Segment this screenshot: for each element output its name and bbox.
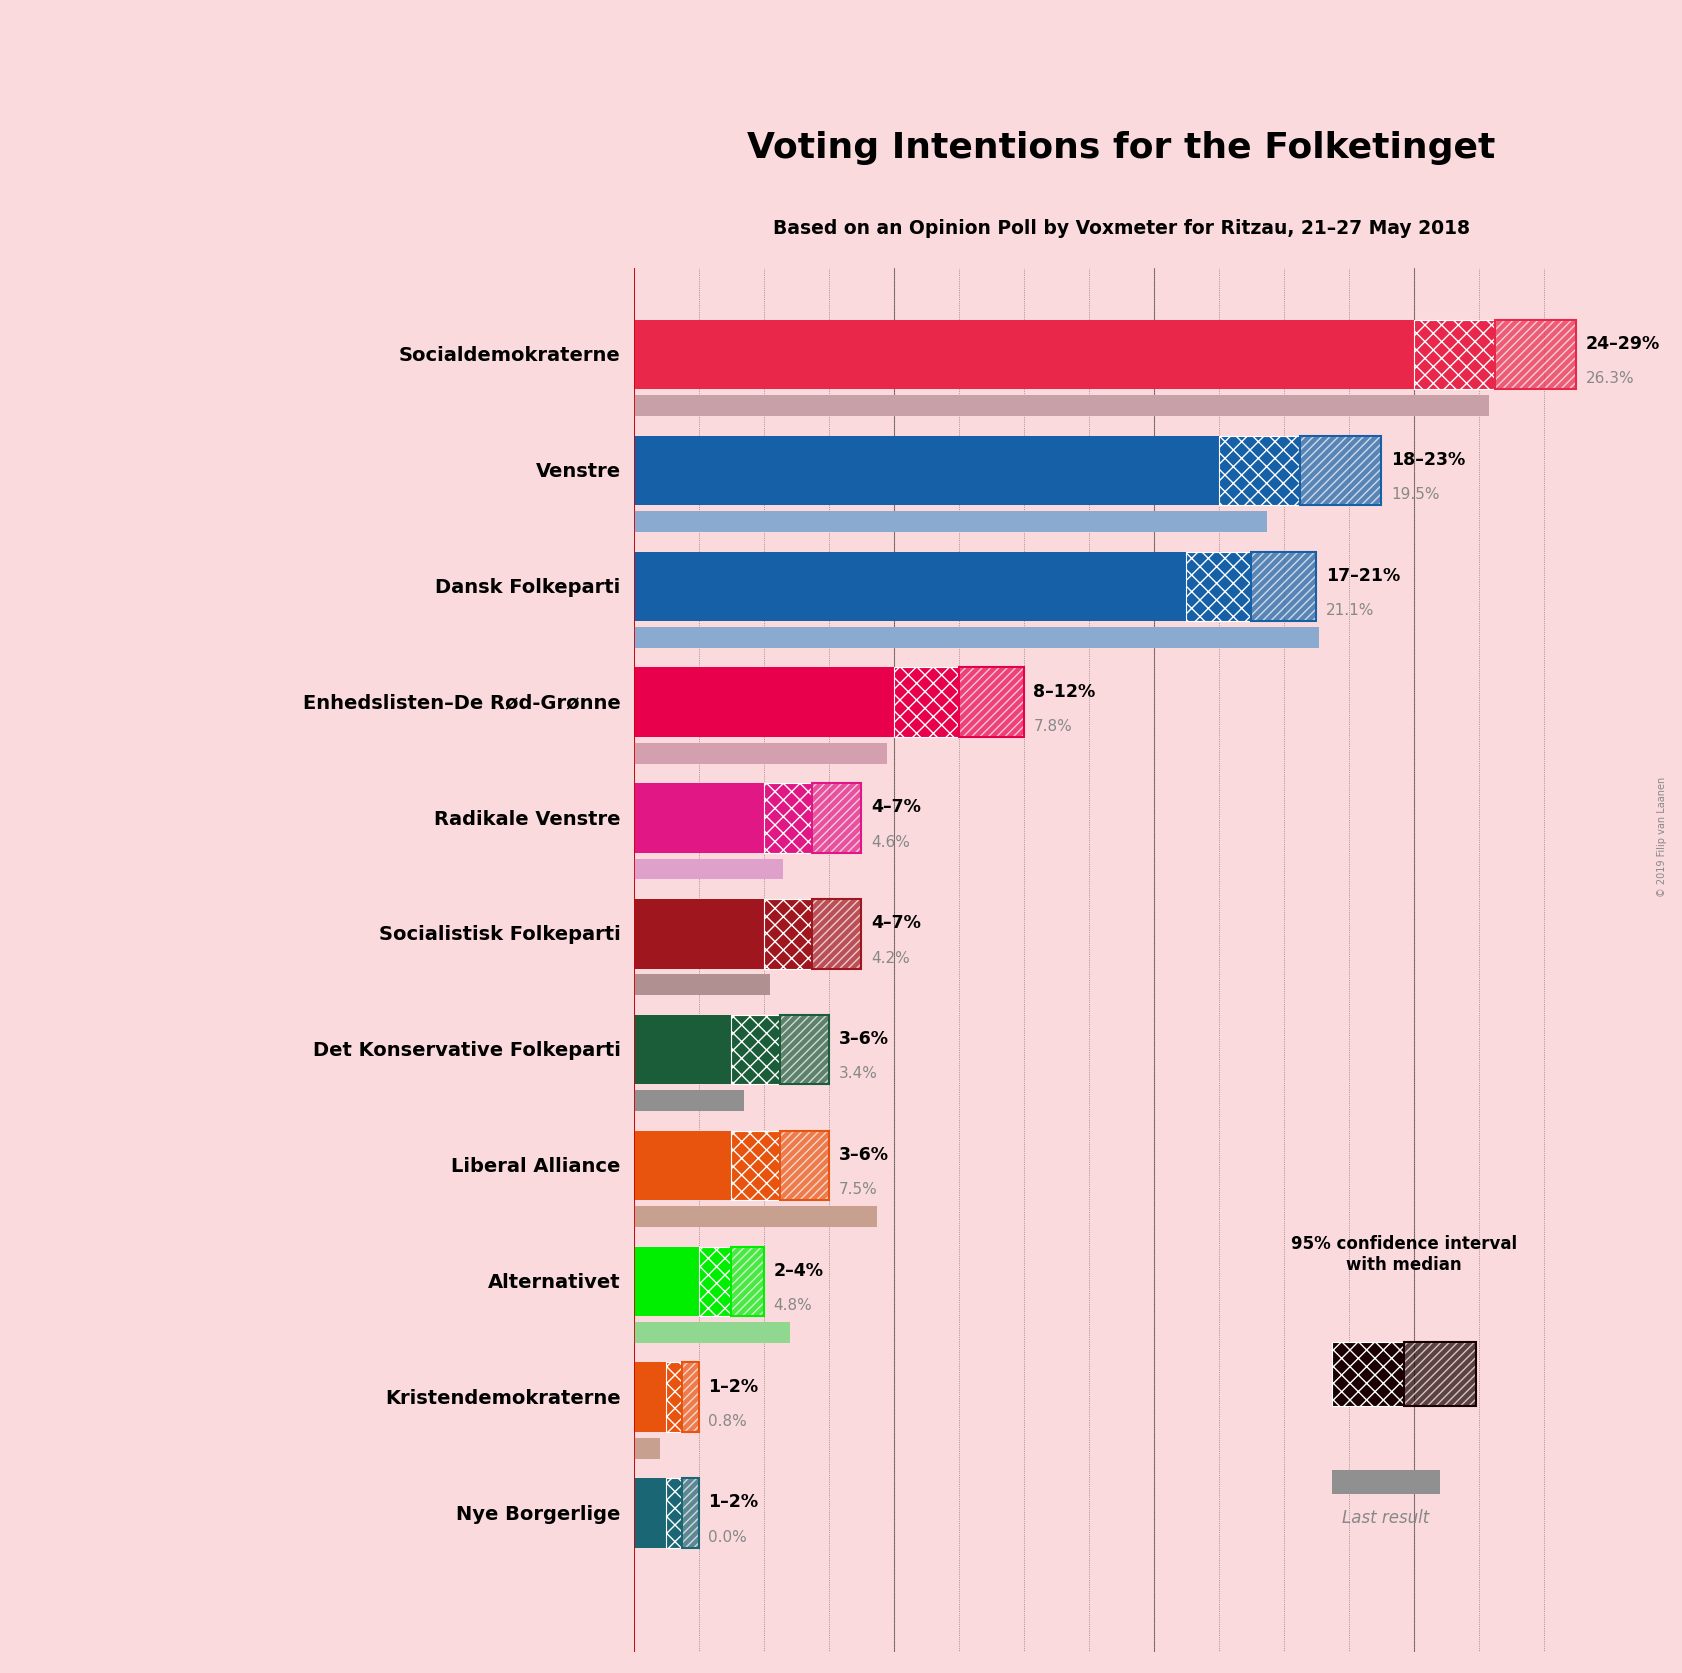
Bar: [634, 552, 1186, 622]
Text: 0.0%: 0.0%: [708, 1529, 747, 1544]
Text: Based on an Opinion Poll by Voxmeter for Ritzau, 21–27 May 2018: Based on an Opinion Poll by Voxmeter for…: [772, 219, 1470, 238]
Text: 4.8%: 4.8%: [774, 1297, 812, 1312]
Text: Enhedslisten–De Rød-Grønne: Enhedslisten–De Rød-Grønne: [303, 693, 621, 713]
Text: 19.5%: 19.5%: [1391, 487, 1440, 502]
Bar: [666, 1479, 683, 1548]
Text: 17–21%: 17–21%: [1325, 567, 1399, 584]
Bar: [780, 1131, 829, 1201]
Bar: [1415, 321, 1495, 390]
Text: Socialistisk Folkeparti: Socialistisk Folkeparti: [378, 925, 621, 944]
Text: 4.6%: 4.6%: [871, 835, 910, 850]
Bar: [634, 1091, 743, 1111]
Bar: [1186, 552, 1251, 622]
Bar: [780, 1131, 829, 1201]
Text: Dansk Folkeparti: Dansk Folkeparti: [436, 577, 621, 597]
Bar: [634, 858, 784, 880]
Text: Nye Borgerlige: Nye Borgerlige: [456, 1504, 621, 1522]
Bar: [634, 668, 893, 738]
Bar: [812, 900, 861, 969]
Bar: [1251, 552, 1317, 622]
Text: 0.8%: 0.8%: [708, 1414, 747, 1429]
Text: 4–7%: 4–7%: [871, 913, 920, 932]
Text: 1–2%: 1–2%: [708, 1377, 759, 1395]
Text: © 2019 Filip van Laanen: © 2019 Filip van Laanen: [1657, 776, 1667, 897]
Bar: [732, 1246, 764, 1317]
Bar: [1332, 1471, 1440, 1494]
Text: 7.5%: 7.5%: [838, 1181, 878, 1196]
Bar: [634, 627, 1319, 649]
Bar: [634, 1322, 789, 1343]
Text: Socialdemokraterne: Socialdemokraterne: [399, 346, 621, 365]
Bar: [1404, 1342, 1475, 1405]
Bar: [634, 1479, 666, 1548]
Text: Liberal Alliance: Liberal Alliance: [451, 1156, 621, 1176]
Bar: [634, 1206, 878, 1228]
Bar: [812, 900, 861, 969]
Text: Venstre: Venstre: [535, 462, 621, 480]
Bar: [959, 668, 1024, 738]
Bar: [1404, 1342, 1475, 1405]
Bar: [1251, 552, 1317, 622]
Bar: [732, 1016, 780, 1084]
Bar: [1332, 1342, 1404, 1405]
Bar: [683, 1479, 698, 1548]
Text: Radikale Venstre: Radikale Venstre: [434, 810, 621, 828]
Bar: [634, 900, 764, 969]
Bar: [764, 900, 812, 969]
Bar: [780, 1016, 829, 1084]
Text: 24–29%: 24–29%: [1586, 335, 1660, 353]
Bar: [634, 743, 886, 765]
Bar: [1495, 321, 1576, 390]
Bar: [1300, 437, 1381, 505]
Bar: [634, 1363, 666, 1432]
Bar: [634, 321, 1415, 390]
Text: Det Konservative Folkeparti: Det Konservative Folkeparti: [313, 1041, 621, 1059]
Text: 4.2%: 4.2%: [871, 950, 910, 965]
Text: 3.4%: 3.4%: [838, 1066, 878, 1081]
Text: 3–6%: 3–6%: [838, 1029, 888, 1047]
Bar: [634, 1131, 732, 1201]
Bar: [683, 1363, 698, 1432]
Text: 18–23%: 18–23%: [1391, 450, 1465, 468]
Bar: [634, 975, 770, 995]
Bar: [698, 1246, 732, 1317]
Text: Alternativet: Alternativet: [488, 1271, 621, 1292]
Bar: [764, 783, 812, 853]
Bar: [812, 783, 861, 853]
Bar: [812, 783, 861, 853]
Text: 2–4%: 2–4%: [774, 1261, 824, 1280]
Bar: [634, 783, 764, 853]
Bar: [634, 437, 1219, 505]
Bar: [959, 668, 1024, 738]
Bar: [893, 668, 959, 738]
Bar: [683, 1479, 698, 1548]
Text: 8–12%: 8–12%: [1033, 683, 1095, 701]
Bar: [683, 1363, 698, 1432]
Bar: [732, 1131, 780, 1201]
Bar: [634, 512, 1268, 532]
Bar: [634, 1246, 698, 1317]
Bar: [634, 1016, 732, 1084]
Text: 1–2%: 1–2%: [708, 1492, 759, 1511]
Text: 95% confidence interval
with median: 95% confidence interval with median: [1290, 1235, 1517, 1273]
Bar: [634, 1437, 659, 1459]
Text: 3–6%: 3–6%: [838, 1146, 888, 1163]
Bar: [634, 397, 1489, 417]
Text: Last result: Last result: [1342, 1507, 1430, 1526]
Bar: [1495, 321, 1576, 390]
Text: 4–7%: 4–7%: [871, 798, 920, 816]
Bar: [780, 1016, 829, 1084]
Text: 26.3%: 26.3%: [1586, 371, 1635, 386]
Text: Voting Intentions for the Folketinget: Voting Intentions for the Folketinget: [747, 130, 1495, 166]
Bar: [1219, 437, 1300, 505]
Bar: [732, 1246, 764, 1317]
Bar: [666, 1363, 683, 1432]
Text: 7.8%: 7.8%: [1033, 718, 1071, 733]
Text: 21.1%: 21.1%: [1325, 602, 1374, 617]
Text: Kristendemokraterne: Kristendemokraterne: [385, 1389, 621, 1407]
Bar: [1300, 437, 1381, 505]
